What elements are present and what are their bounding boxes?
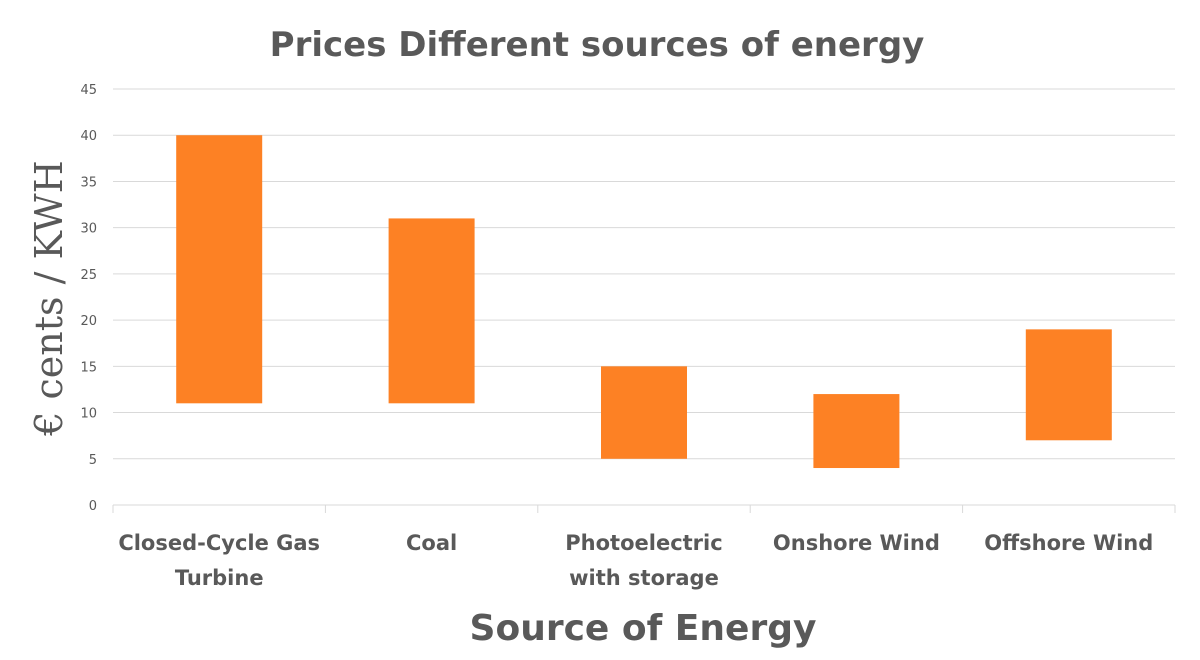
x-tick-label: Closed-Cycle Gas Turbine: [118, 531, 320, 590]
x-tick-label-line: Coal: [406, 531, 457, 555]
x-tick-label-line: with storage: [569, 566, 719, 590]
chart-title: Prices Different sources of energy: [270, 25, 925, 65]
x-tick-label: Onshore Wind: [773, 531, 940, 555]
y-tick-label: 20: [80, 314, 97, 329]
y-tick-label: 10: [80, 407, 97, 422]
y-axis-title: € cents / KWH: [27, 160, 71, 436]
gridlines: [113, 88, 1175, 460]
x-tick-label: Photoelectric with storage: [565, 531, 722, 590]
y-tick-label: 35: [80, 175, 97, 190]
y-axis-ticks: 0 5 10 15 20 25 30 35 40 45: [80, 83, 97, 514]
y-tick-label: 0: [89, 499, 97, 514]
bar: [601, 366, 687, 459]
y-tick-label: 30: [80, 222, 97, 237]
y-tick-label: 45: [80, 83, 97, 98]
x-tick-label-line: Offshore Wind: [984, 531, 1153, 555]
bar: [1025, 329, 1112, 441]
y-tick-label: 5: [89, 453, 97, 468]
x-tick-label: Offshore Wind: [984, 531, 1153, 555]
x-tick-label-line: Onshore Wind: [773, 531, 940, 555]
y-tick-label: 15: [80, 360, 97, 375]
bar: [176, 135, 263, 404]
x-axis: [112, 504, 1176, 513]
bar: [813, 394, 900, 469]
x-tick-label-line: Photoelectric: [565, 531, 722, 555]
x-axis-title: Source of Energy: [470, 608, 817, 649]
bars: [176, 135, 1112, 469]
y-tick-label: 25: [80, 268, 97, 283]
x-tick-label: Coal: [406, 531, 457, 555]
y-tick-label: 40: [80, 129, 97, 144]
x-tick-label-line: Turbine: [175, 566, 264, 590]
x-axis-ticks: Closed-Cycle Gas Turbine Coal Photoelectric…: [118, 531, 1153, 590]
bar: [388, 218, 475, 404]
x-tick-label-line: Closed-Cycle Gas: [118, 531, 320, 555]
